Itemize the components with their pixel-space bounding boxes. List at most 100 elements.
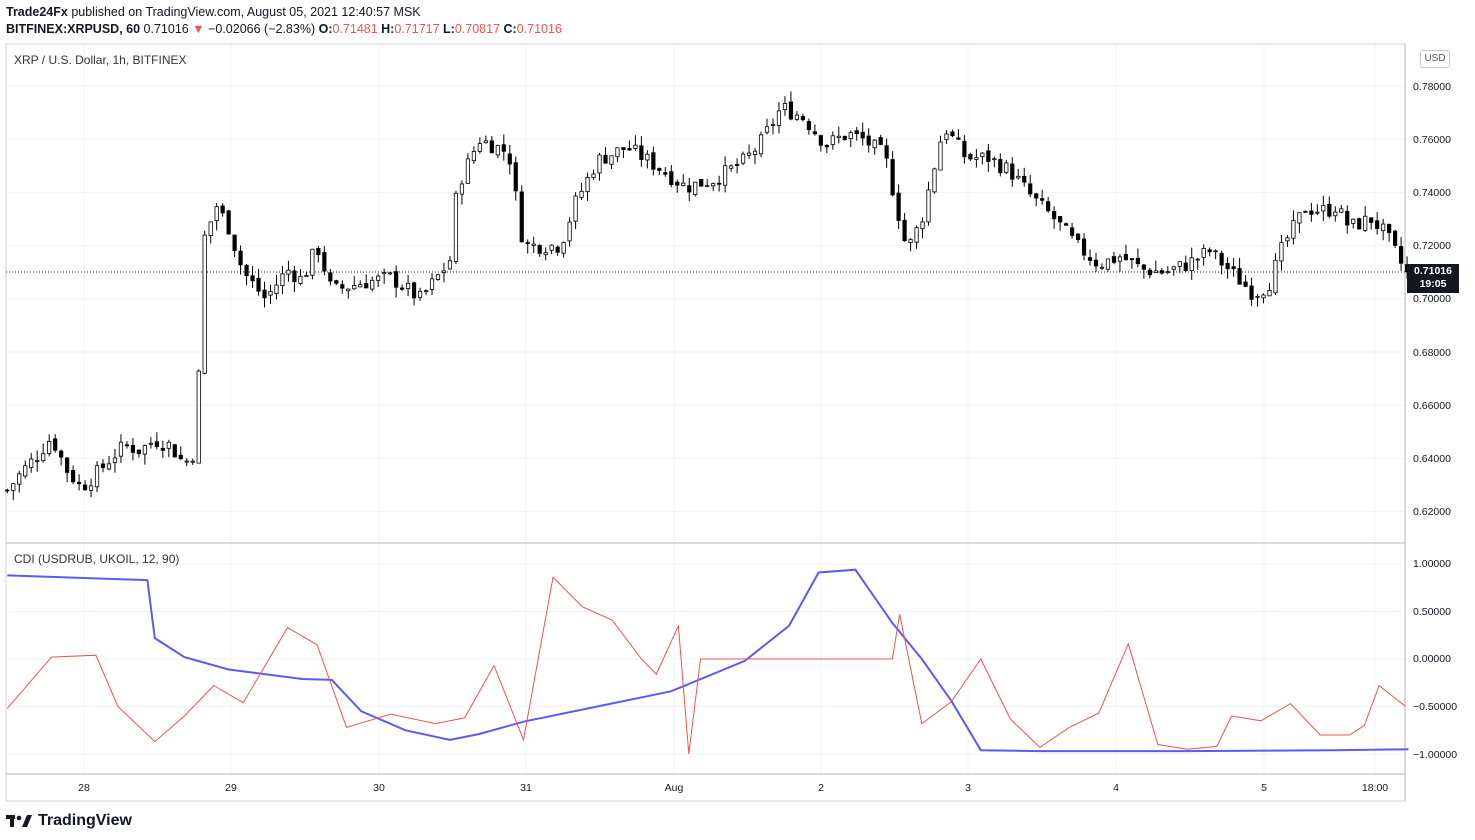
time-axis[interactable]: 28 29 30 31 Aug 2 3 4 5 18:00	[78, 782, 1388, 794]
candle-down	[172, 444, 177, 458]
candle-down	[262, 289, 267, 299]
candlestick-series[interactable]	[5, 91, 1410, 500]
candle-down	[1159, 270, 1164, 274]
candle-up	[429, 278, 435, 290]
price-tag-value: 0.71016	[1414, 265, 1452, 277]
candle-up	[1165, 271, 1170, 274]
candle-up	[705, 185, 710, 188]
candle-up	[1201, 248, 1206, 258]
candle-up	[41, 453, 46, 462]
candle-up	[615, 147, 620, 158]
time-tick: Aug	[665, 782, 684, 794]
candle-up	[17, 473, 22, 485]
candle-up	[645, 153, 650, 161]
candle-up	[112, 457, 118, 463]
candle-up	[358, 284, 363, 288]
close-value: 0.71016	[516, 22, 562, 36]
down-arrow-icon: ▼	[192, 22, 205, 36]
candle-down	[1183, 262, 1188, 271]
time-tick: 29	[225, 782, 237, 794]
candle-up	[214, 206, 219, 221]
candle-down	[220, 205, 225, 214]
candle-up	[1177, 261, 1182, 267]
candle-down	[1087, 257, 1093, 261]
candle-up	[729, 165, 734, 169]
indicator-tick: −1.00000	[1413, 749, 1457, 761]
close-label: C:	[503, 22, 517, 36]
candle-up	[1189, 257, 1194, 272]
candle-up	[752, 150, 758, 155]
candle-down	[1249, 285, 1254, 300]
publish-info: published on TradingView.com, August 05,…	[67, 5, 421, 19]
candle-up	[723, 165, 728, 186]
candle-down	[178, 454, 183, 460]
candle-up	[1195, 258, 1200, 261]
candle-up	[1363, 215, 1368, 231]
candle-up	[423, 290, 429, 293]
cdi-series[interactable]	[6, 568, 1409, 755]
candle-down	[788, 101, 794, 120]
plot-frame	[5, 43, 1406, 802]
candle-up	[573, 195, 578, 222]
candle-down	[525, 242, 530, 244]
candle-up	[310, 248, 315, 276]
candle-down	[1052, 210, 1057, 220]
candle-down	[130, 444, 136, 453]
time-tick: 18:00	[1362, 782, 1388, 794]
candle-down	[675, 181, 680, 186]
candle-up	[579, 190, 584, 198]
candle-down	[800, 116, 805, 121]
candle-down	[1237, 268, 1242, 285]
candle-down	[896, 192, 901, 221]
candle-up	[908, 239, 913, 243]
candle-down	[1141, 264, 1146, 270]
candle-up	[543, 252, 548, 256]
price-tick: 0.72000	[1413, 240, 1451, 252]
candle-up	[746, 152, 752, 156]
candle-up	[794, 114, 800, 120]
time-tick: 30	[373, 782, 385, 794]
candle-down	[394, 271, 399, 288]
price-axis[interactable]: 0.78000 0.76000 0.74000 0.72000 0.70000 …	[1413, 81, 1451, 518]
candle-up	[166, 441, 171, 449]
indicator-tick: 0.50000	[1413, 606, 1451, 618]
candle-up	[142, 445, 147, 455]
candle-down	[76, 481, 82, 484]
tradingview-logo[interactable]: TradingView	[6, 812, 132, 830]
candle-down	[657, 168, 662, 171]
indicator-pane-title[interactable]: CDI (USDRUB, UKOIL, 12, 90)	[14, 552, 180, 566]
candle-down	[501, 144, 506, 152]
candle-down	[250, 275, 255, 282]
candle-up	[208, 221, 213, 236]
publisher-name[interactable]: Trade24Fx	[6, 5, 68, 19]
indicator-tick: −0.50000	[1413, 701, 1457, 713]
candle-up	[1279, 242, 1284, 262]
candle-up	[1213, 250, 1218, 253]
indicator-axis[interactable]: 1.00000 0.50000 0.00000 −0.50000 −1.0000…	[1413, 558, 1457, 761]
open-label: O:	[318, 22, 333, 36]
low-label: L:	[443, 22, 455, 36]
main-pane-title[interactable]: XRP / U.S. Dollar, 1h, BITFINEX	[14, 53, 187, 67]
candle-up	[848, 132, 853, 140]
candle-up	[914, 227, 919, 243]
candle-up	[597, 154, 602, 174]
brand-name: TradingView	[38, 812, 132, 829]
candle-down	[1375, 220, 1380, 229]
candle-down	[890, 159, 895, 196]
candle-up	[352, 285, 357, 290]
currency-badge[interactable]: USD	[1420, 50, 1450, 68]
candle-down	[603, 154, 608, 164]
symbol-label: BITFINEX:XRPUSD, 60	[6, 22, 141, 36]
candle-down	[1081, 238, 1087, 256]
time-tick: 31	[520, 782, 532, 794]
candle-up	[1351, 218, 1356, 224]
candle-down	[1129, 258, 1135, 261]
candle-down	[621, 147, 626, 151]
candle-down	[734, 164, 740, 166]
candle-down	[998, 159, 1003, 174]
candle-up	[47, 441, 52, 454]
candle-up	[286, 269, 291, 275]
price-tick: 0.62000	[1413, 506, 1451, 518]
candle-down	[1034, 193, 1039, 199]
